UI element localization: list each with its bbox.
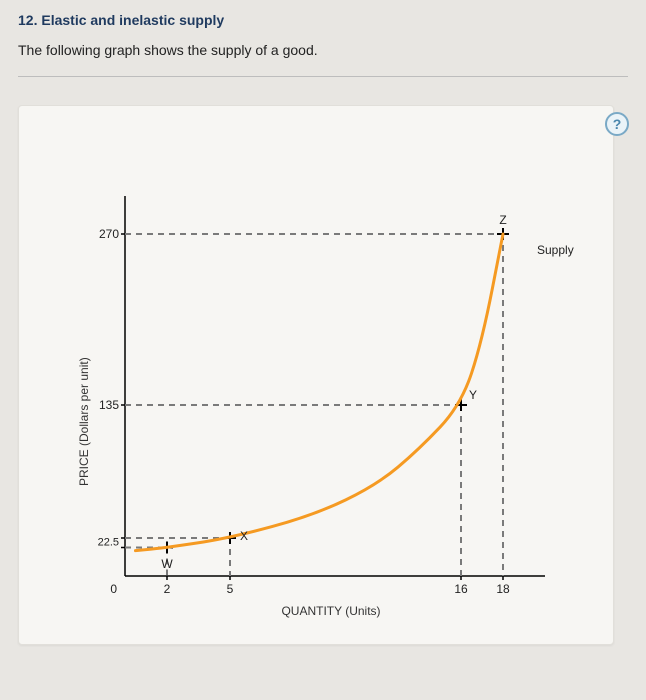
x-origin-label: 0 xyxy=(110,576,125,596)
x-tick-label: 5 xyxy=(227,576,234,596)
help-button[interactable]: ? xyxy=(605,112,629,136)
page-root: 12. Elastic and inelastic supply The fol… xyxy=(0,0,646,657)
y-tick-label: 270 xyxy=(99,227,125,241)
question-title: 12. Elastic and inelastic supply xyxy=(18,12,628,28)
point-label-w: W xyxy=(161,557,172,571)
point-label-y: Y xyxy=(469,388,477,402)
point-label-z: Z xyxy=(499,213,506,227)
chart-wrap: PRICE (Dollars per unit) 0 135 270 22.5 2 5 1… xyxy=(69,196,593,622)
y-tick-label: 135 xyxy=(99,398,125,412)
x-tick-label: 18 xyxy=(496,576,509,596)
chart-plot: 0 13527022.5251618WXYZSupply xyxy=(125,196,545,576)
chart-svg xyxy=(125,196,545,576)
question-description: The following graph shows the supply of … xyxy=(18,42,628,58)
divider xyxy=(18,76,628,77)
y-tick-label-overlap: 22.5 xyxy=(98,538,125,547)
supply-label: Supply xyxy=(537,243,574,257)
x-axis-label: QUANTITY (Units) xyxy=(281,604,380,618)
x-tick-label: 16 xyxy=(454,576,467,596)
x-tick-label: 2 xyxy=(164,576,171,596)
chart-panel: ? PRICE (Dollars per unit) 0 13527022.52… xyxy=(18,105,614,645)
y-axis-label: PRICE (Dollars per unit) xyxy=(77,357,91,486)
point-label-x: X xyxy=(240,529,248,543)
